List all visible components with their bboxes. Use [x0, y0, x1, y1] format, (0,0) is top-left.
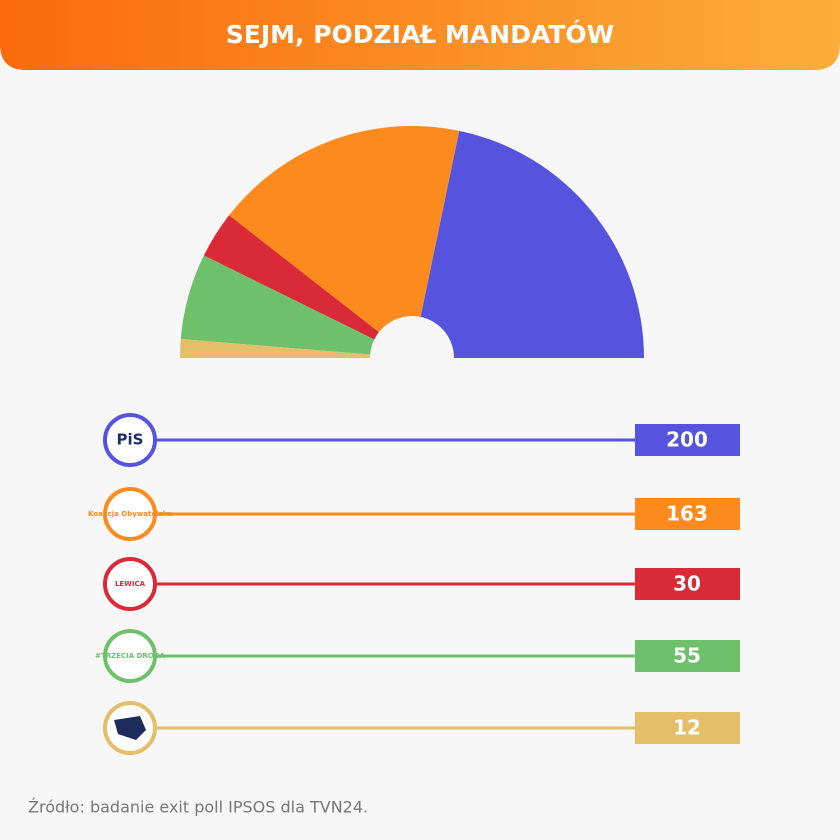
party-icon	[114, 716, 146, 740]
value-label: 55	[673, 644, 701, 668]
seat-wedge	[203, 215, 379, 340]
value-box	[635, 424, 740, 456]
value-box	[635, 498, 740, 530]
party-label: LEWICA	[115, 580, 146, 588]
party-logo	[103, 487, 157, 541]
value-label: 163	[666, 502, 708, 526]
seat-wedge	[180, 339, 371, 358]
party-label: Koalicja Obywatelska	[88, 510, 172, 518]
header-bar	[0, 0, 840, 70]
party-logo	[103, 629, 157, 683]
party-logo	[103, 557, 157, 611]
seat-wedge	[180, 255, 375, 355]
value-label: 12	[673, 716, 701, 740]
party-label: #TRZECIA DROGA	[95, 652, 165, 660]
value-box	[635, 712, 740, 744]
seat-wedge	[229, 125, 460, 333]
value-box	[635, 640, 740, 672]
party-label: PiS	[117, 431, 144, 449]
party-logo	[103, 413, 157, 467]
value-label: 30	[673, 572, 701, 596]
chart-title: SEJM, PODZIAŁ MANDATÓW	[226, 19, 615, 49]
value-label: 200	[666, 428, 708, 452]
seat-wedge	[420, 130, 644, 358]
value-box	[635, 568, 740, 600]
source: Źródło: badanie exit poll IPSOS dla TVN2…	[28, 798, 368, 817]
